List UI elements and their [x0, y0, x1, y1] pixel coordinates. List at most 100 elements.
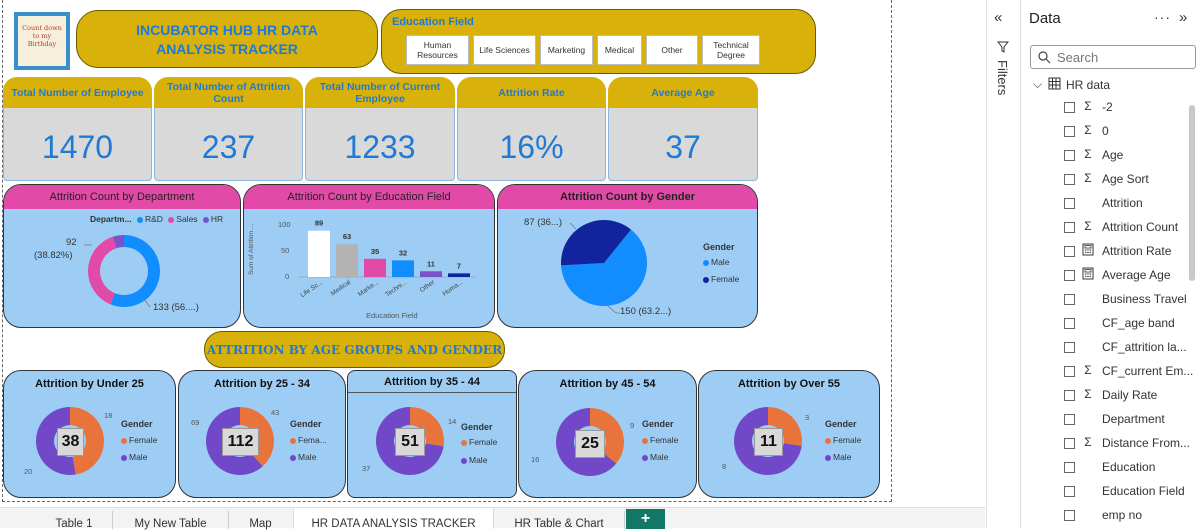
field-name: Attrition Count	[1102, 220, 1179, 234]
field-checkbox[interactable]	[1064, 198, 1075, 209]
attrition-by-education-card[interactable]: Attrition Count by Education Field 89 Lif…	[243, 184, 495, 328]
slicer-option-medical[interactable]: Medical	[597, 35, 642, 65]
bar-data-label: 32	[399, 248, 407, 257]
field-checkbox[interactable]	[1064, 294, 1075, 305]
field-row[interactable]: Education Field	[1021, 480, 1203, 504]
field-row[interactable]: emp no	[1021, 504, 1203, 528]
field-name: CF_attrition la...	[1102, 340, 1187, 354]
field-name: 0	[1102, 124, 1109, 138]
field-checkbox[interactable]	[1064, 414, 1075, 425]
sigma-icon: Σ	[1084, 147, 1092, 161]
slicer-option-technical-degree[interactable]: Technical Degree	[702, 35, 760, 65]
field-checkbox[interactable]	[1064, 102, 1075, 113]
add-page-button[interactable]: +	[626, 509, 665, 529]
filters-pane-collapsed[interactable]: « Filters	[986, 0, 1020, 528]
attrition-by-department-card[interactable]: Attrition Count by Department Departm...…	[3, 184, 241, 328]
attrition-over-55-card[interactable]: Attrition by Over 55 3 8 11 Gender Femal…	[698, 370, 880, 498]
data-label-sales: 92	[66, 237, 77, 248]
slicer-option-human-resources[interactable]: Human Resources	[406, 35, 469, 65]
center-total: 51	[395, 428, 425, 456]
legend-dot-female	[703, 276, 709, 283]
field-checkbox[interactable]	[1064, 510, 1075, 521]
field-checkbox[interactable]	[1064, 438, 1075, 449]
over-55-donut-chart	[734, 407, 802, 475]
field-row[interactable]: CF_attrition la...	[1021, 336, 1203, 360]
field-checkbox[interactable]	[1064, 246, 1075, 257]
data-label-male: 16	[531, 455, 540, 464]
attrition-under-25-card[interactable]: Attrition by Under 25 18 20 38 Gender Fe…	[3, 370, 176, 498]
kpi-value: 1470	[3, 108, 152, 181]
kpi-average-age[interactable]: Average Age 37	[608, 77, 758, 181]
filters-label[interactable]: Filters	[995, 60, 1010, 96]
field-row[interactable]: Σ -2	[1021, 96, 1203, 120]
data-label-male: 8	[722, 462, 727, 471]
kpi-attrition-rate[interactable]: Attrition Rate 16%	[457, 77, 606, 181]
kpi-total-employee[interactable]: Total Number of Employee 1470	[3, 77, 152, 181]
field-row[interactable]: Department	[1021, 408, 1203, 432]
scrollbar-thumb[interactable]	[1189, 105, 1195, 281]
canvas-border	[2, 0, 892, 502]
bar	[308, 230, 330, 277]
field-checkbox[interactable]	[1064, 270, 1075, 281]
more-options-icon[interactable]: ···	[1154, 9, 1171, 25]
kpi-attrition-count[interactable]: Total Number of Attrition Count 237	[154, 77, 303, 181]
field-checkbox[interactable]	[1064, 462, 1075, 473]
tab-hr-table-chart[interactable]: HR Table & Chart	[514, 518, 604, 530]
x-tick-label: Life Sc...	[299, 279, 324, 299]
under-25-donut-chart	[35, 407, 104, 475]
field-row[interactable]: Attrition Rate	[1021, 240, 1203, 264]
tab-table-1[interactable]: Table 1	[55, 518, 93, 530]
search-box[interactable]	[1030, 45, 1196, 69]
field-checkbox[interactable]	[1064, 342, 1075, 353]
field-name: Department	[1102, 412, 1165, 426]
field-row[interactable]: Education	[1021, 456, 1203, 480]
table-expand-chevron-icon[interactable]: ⌵	[1033, 77, 1043, 91]
field-checkbox[interactable]	[1064, 486, 1075, 497]
expand-right-icon[interactable]: »	[1179, 9, 1188, 26]
tab-hr-data-analysis-tracker[interactable]: HR DATA ANALYSIS TRACKER	[293, 508, 494, 530]
field-row[interactable]: Σ Daily Rate	[1021, 384, 1203, 408]
slicer-option-other[interactable]: Other	[646, 35, 698, 65]
data-label-male: 150 (63.2...)	[620, 306, 672, 317]
field-checkbox[interactable]	[1064, 126, 1075, 137]
slicer-option-life-sciences[interactable]: Life Sciences	[473, 35, 536, 65]
field-checkbox[interactable]	[1064, 174, 1075, 185]
field-checkbox[interactable]	[1064, 366, 1075, 377]
collapse-left-icon[interactable]: «	[994, 9, 1003, 26]
field-row[interactable]: Σ Age	[1021, 144, 1203, 168]
field-row[interactable]: Σ CF_current Em...	[1021, 360, 1203, 384]
field-row[interactable]: Σ Distance From...	[1021, 432, 1203, 456]
attrition-25-34-card[interactable]: Attrition by 25 - 34 43 69 112 Gender Fe…	[178, 370, 346, 498]
card-title: Attrition Count by Department	[4, 185, 240, 209]
field-checkbox[interactable]	[1064, 318, 1075, 329]
field-checkbox[interactable]	[1064, 390, 1075, 401]
donut-slice-male	[35, 407, 76, 475]
field-row[interactable]: Average Age	[1021, 264, 1203, 288]
field-row[interactable]: Σ Attrition Count	[1021, 216, 1203, 240]
slicer-option-marketing[interactable]: Marketing	[540, 35, 593, 65]
search-input[interactable]	[1057, 49, 1187, 65]
field-name: Attrition Rate	[1102, 244, 1172, 258]
attrition-45-54-card[interactable]: Attrition by 45 - 54 9 16 25 Gender Fema…	[518, 370, 697, 498]
donut-slice-female	[70, 407, 104, 475]
field-name: Attrition	[1102, 196, 1143, 210]
field-checkbox[interactable]	[1064, 150, 1075, 161]
tab-map[interactable]: Map	[249, 518, 272, 530]
field-checkbox[interactable]	[1064, 222, 1075, 233]
tab-my-new-table[interactable]: My New Table	[134, 518, 207, 530]
attrition-35-44-card[interactable]: Attrition by 35 - 44 14 37 51 Gender Fem…	[347, 370, 517, 498]
field-row[interactable]: Attrition	[1021, 192, 1203, 216]
kpi-current-employee[interactable]: Total Number of Current Employee 1233	[305, 77, 455, 181]
field-row[interactable]: Σ Age Sort	[1021, 168, 1203, 192]
age-groups-banner: ATTRITION BY AGE GROUPS AND GENDER	[204, 331, 505, 368]
kpi-value: 237	[154, 108, 303, 181]
field-row[interactable]: Business Travel	[1021, 288, 1203, 312]
attrition-by-gender-card[interactable]: Attrition Count by Gender 87 (36...) 150…	[497, 184, 758, 328]
data-label-female: 18	[104, 411, 113, 420]
field-row[interactable]: CF_age band	[1021, 312, 1203, 336]
data-label-female: 9	[630, 421, 635, 430]
table-name[interactable]: HR data	[1066, 78, 1111, 92]
report-title-line2: ANALYSIS TRACKER	[156, 41, 298, 57]
card-title: Attrition by Over 55	[737, 378, 841, 390]
